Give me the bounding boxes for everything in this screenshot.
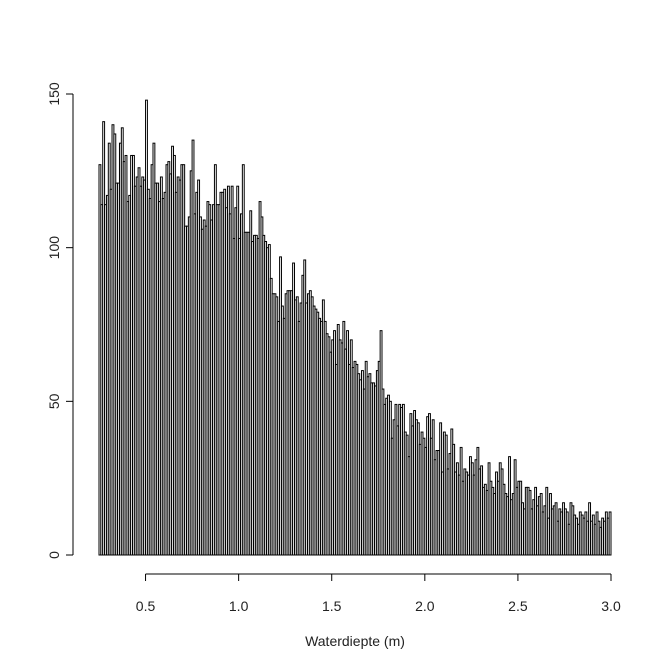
x-tick-label: 0.5 bbox=[136, 598, 156, 614]
x-tick-label: 2.0 bbox=[415, 598, 435, 614]
x-tick-label: 2.5 bbox=[508, 598, 528, 614]
y-tick-label: 50 bbox=[46, 393, 62, 409]
x-tick-label: 1.5 bbox=[322, 598, 342, 614]
x-axis-label: Waterdiepte (m) bbox=[305, 633, 405, 649]
bar bbox=[608, 511, 612, 556]
x-tick-label: 3.0 bbox=[601, 598, 621, 614]
y-tick-label: 100 bbox=[46, 236, 62, 260]
x-tick-label: 1.0 bbox=[229, 598, 249, 614]
y-tick-label: 150 bbox=[46, 82, 62, 106]
y-tick-label: 0 bbox=[46, 551, 62, 559]
